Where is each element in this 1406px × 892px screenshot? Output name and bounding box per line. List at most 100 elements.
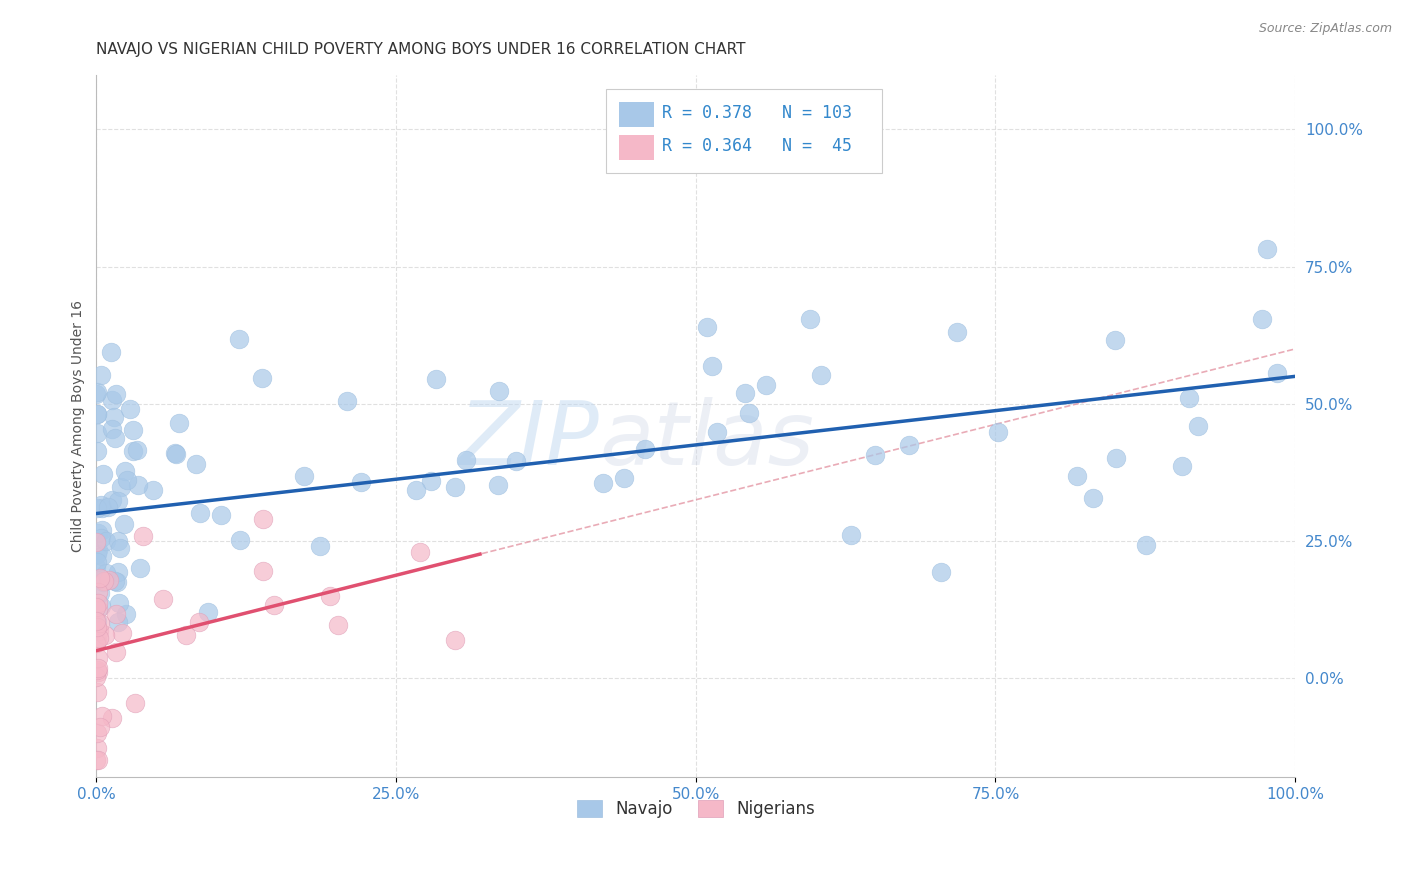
Navajo — [425, 372, 447, 386]
FancyBboxPatch shape — [619, 102, 654, 128]
Navajo — [110, 541, 132, 555]
Navajo — [613, 471, 636, 485]
Nigerians — [252, 565, 274, 579]
Navajo — [929, 565, 952, 579]
Nigerians — [87, 585, 110, 599]
Nigerians — [263, 598, 285, 612]
Navajo — [115, 607, 138, 621]
Navajo — [105, 386, 128, 401]
Navajo — [702, 359, 724, 373]
Text: ZIP: ZIP — [460, 397, 600, 483]
Navajo — [163, 445, 186, 459]
Nigerians — [252, 512, 274, 526]
Navajo — [86, 407, 108, 421]
Navajo — [946, 325, 969, 339]
Navajo — [1105, 450, 1128, 465]
Nigerians — [86, 614, 108, 628]
Navajo — [86, 614, 108, 628]
Nigerians — [444, 632, 467, 647]
Navajo — [86, 443, 108, 458]
Nigerians — [101, 711, 124, 725]
Nigerians — [87, 596, 110, 610]
Navajo — [91, 549, 114, 563]
Navajo — [112, 516, 135, 531]
Navajo — [799, 312, 821, 326]
Text: R = 0.364   N =  45: R = 0.364 N = 45 — [662, 137, 852, 155]
Nigerians — [87, 753, 110, 767]
Nigerians — [86, 636, 108, 650]
Nigerians — [86, 665, 108, 679]
Navajo — [167, 417, 190, 431]
Navajo — [755, 377, 778, 392]
Navajo — [86, 559, 108, 574]
Navajo — [118, 402, 141, 417]
Nigerians — [188, 615, 211, 629]
Nigerians — [86, 601, 108, 615]
Navajo — [86, 547, 108, 561]
Navajo — [505, 454, 527, 468]
Navajo — [129, 561, 152, 575]
Navajo — [91, 575, 114, 590]
Navajo — [107, 534, 129, 549]
Navajo — [1265, 366, 1288, 380]
Navajo — [488, 384, 510, 399]
Navajo — [86, 501, 108, 516]
Navajo — [405, 483, 427, 498]
Navajo — [103, 410, 125, 425]
Nigerians — [86, 741, 108, 756]
Navajo — [86, 555, 108, 569]
Navajo — [292, 469, 315, 483]
Nigerians — [111, 626, 134, 640]
Legend: Navajo, Nigerians: Navajo, Nigerians — [571, 793, 821, 825]
Navajo — [122, 423, 145, 437]
Nigerians — [86, 663, 108, 677]
Nigerians — [98, 574, 121, 588]
Navajo — [197, 605, 219, 619]
Navajo — [90, 498, 112, 512]
Navajo — [209, 508, 232, 523]
Navajo — [444, 479, 467, 493]
Navajo — [420, 474, 443, 488]
Nigerians — [105, 645, 128, 659]
Navajo — [1104, 333, 1126, 347]
Nigerians — [86, 535, 108, 549]
Navajo — [250, 371, 273, 385]
Navajo — [1081, 491, 1104, 505]
Navajo — [107, 565, 129, 579]
Nigerians — [93, 574, 115, 589]
Navajo — [87, 542, 110, 557]
Navajo — [105, 574, 128, 589]
Nigerians — [87, 650, 110, 665]
Navajo — [97, 500, 120, 514]
Nigerians — [174, 627, 197, 641]
Navajo — [127, 442, 149, 457]
Text: NAVAJO VS NIGERIAN CHILD POVERTY AMONG BOYS UNDER 16 CORRELATION CHART: NAVAJO VS NIGERIAN CHILD POVERTY AMONG B… — [97, 42, 745, 57]
Navajo — [184, 457, 207, 471]
Navajo — [107, 494, 129, 508]
Navajo — [810, 368, 832, 383]
Navajo — [1135, 537, 1157, 551]
Navajo — [89, 586, 111, 600]
Nigerians — [86, 670, 108, 684]
Navajo — [696, 320, 718, 334]
Navajo — [86, 387, 108, 401]
Nigerians — [152, 591, 174, 606]
Nigerians — [326, 618, 349, 632]
Navajo — [592, 476, 614, 491]
Navajo — [100, 393, 122, 408]
Text: R = 0.378   N = 103: R = 0.378 N = 103 — [662, 104, 852, 122]
Navajo — [228, 332, 250, 346]
Navajo — [1178, 391, 1201, 405]
Navajo — [1256, 242, 1278, 256]
Navajo — [86, 407, 108, 421]
Navajo — [308, 540, 330, 554]
Nigerians — [94, 628, 117, 642]
Nigerians — [90, 709, 112, 723]
Y-axis label: Child Poverty Among Boys Under 16: Child Poverty Among Boys Under 16 — [72, 300, 86, 552]
Navajo — [897, 438, 920, 452]
Navajo — [90, 368, 112, 383]
Navajo — [122, 443, 145, 458]
Navajo — [228, 533, 250, 547]
Navajo — [986, 425, 1008, 439]
Navajo — [90, 599, 112, 613]
